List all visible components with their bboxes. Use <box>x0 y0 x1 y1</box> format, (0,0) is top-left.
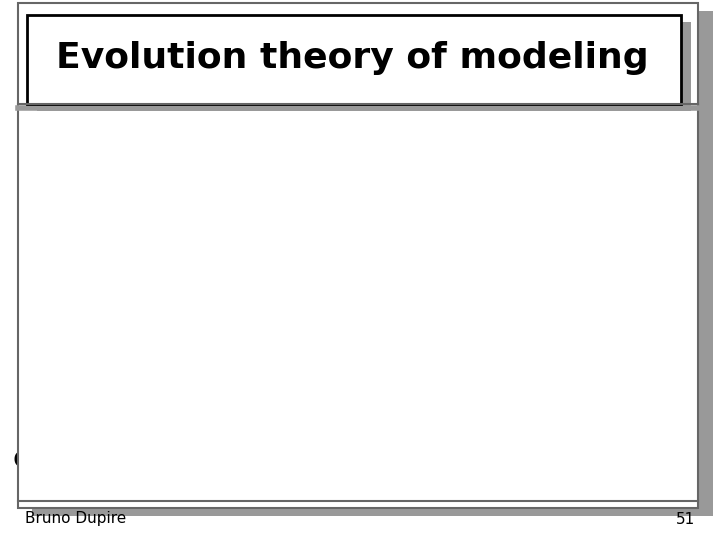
Text: constant: constant <box>12 444 132 472</box>
Text: Bruno Dupire: Bruno Dupire <box>25 511 127 526</box>
Text: nD: nD <box>591 444 630 472</box>
Text: stochastic: stochastic <box>374 444 515 472</box>
Text: deterministic: deterministic <box>171 444 353 472</box>
Text: 51: 51 <box>675 511 695 526</box>
Text: Evolution theory of modeling: Evolution theory of modeling <box>56 41 649 75</box>
